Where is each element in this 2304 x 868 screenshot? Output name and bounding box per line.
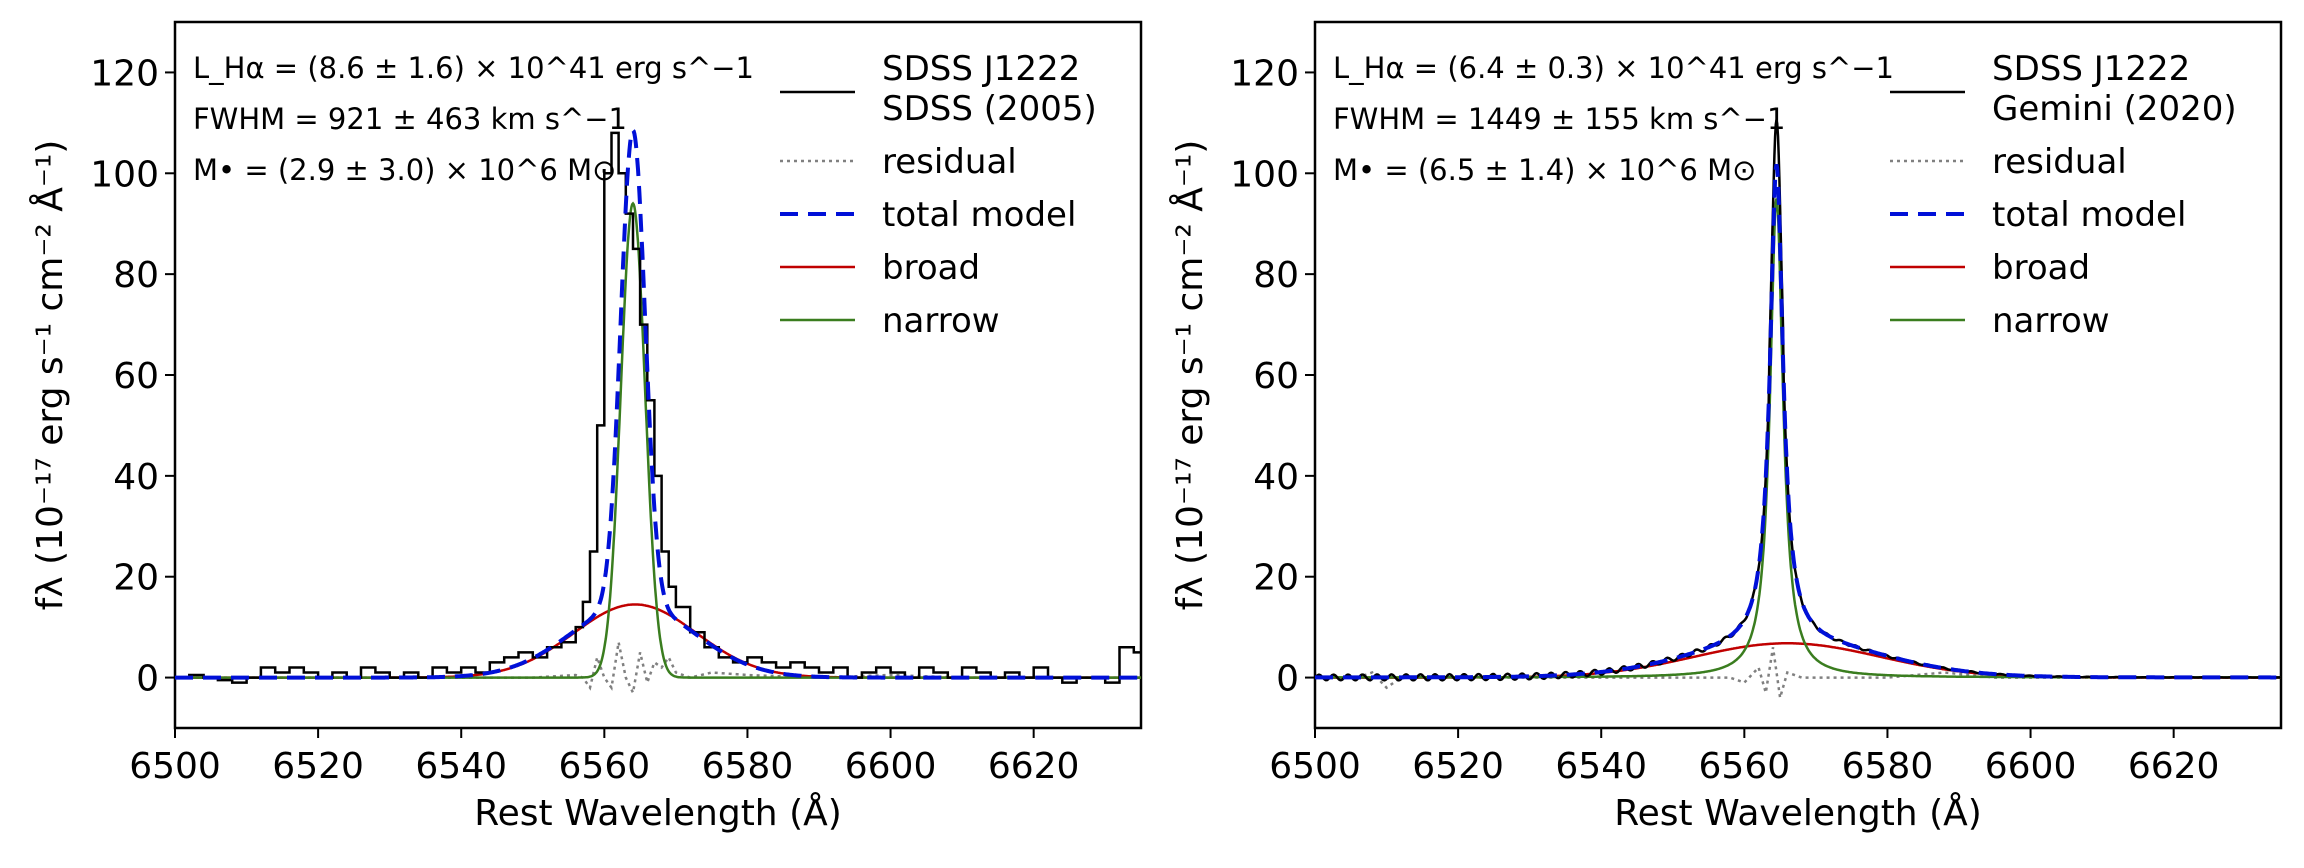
left-legend-data-label-1: SDSS J1222	[882, 49, 1080, 89]
right-legend-residual-label: residual	[1992, 142, 2127, 182]
right-legend-data-label-1: SDSS J1222	[1992, 49, 2190, 89]
left-y-tick-label: 100	[90, 154, 159, 195]
right-y-tick-label: 120	[1230, 53, 1299, 94]
right-panel: 6500 6520 6540 6560 6580 6600 6620 0 20 40 60 80 100…	[1168, 20, 2283, 834]
right-y-tick-label: 20	[1253, 558, 1299, 599]
right-luminosity-annotation: L_Hα = (6.4 ± 0.3) × 10^41 erg s^−1	[1333, 51, 1894, 85]
right-total-model-line	[1315, 164, 2281, 680]
left-panel: 6500 6520 6540 6560 6580 6600 6620 0 20 40 60 80 100…	[28, 20, 1143, 834]
left-y-tick-label: 0	[136, 659, 159, 700]
left-y-axis-label: fλ (10⁻¹⁷ erg s⁻¹ cm⁻² Å⁻¹)	[28, 140, 71, 611]
right-x-axis-label: Rest Wavelength (Å)	[1614, 791, 1982, 834]
right-y-axis-label: fλ (10⁻¹⁷ erg s⁻¹ cm⁻² Å⁻¹)	[1168, 140, 1211, 611]
left-luminosity-annotation: L_Hα = (8.6 ± 1.6) × 10^41 erg s^−1	[193, 51, 754, 85]
left-x-tick-label: 6540	[415, 746, 507, 787]
right-plot-area	[1315, 119, 2281, 699]
right-y-tick-label: 80	[1253, 255, 1299, 296]
left-legend-data-label-2: SDSS (2005)	[882, 89, 1097, 129]
left-y-tick-label: 40	[113, 457, 159, 498]
right-x-tick-label: 6520	[1412, 746, 1504, 787]
right-y-tick-label: 60	[1253, 356, 1299, 397]
left-fwhm-annotation: FWHM = 921 ± 463 km s^−1	[193, 102, 627, 136]
right-x-tick-label: 6600	[1985, 746, 2077, 787]
left-x-tick-label: 6580	[702, 746, 794, 787]
left-legend-broad-label: broad	[882, 248, 980, 288]
right-legend: SDSS J1222 Gemini (2020) residual total …	[1890, 49, 2237, 341]
right-y-tick-label: 40	[1253, 457, 1299, 498]
right-x-tick-label: 6580	[1842, 746, 1934, 787]
right-legend-data-label-2: Gemini (2020)	[1992, 89, 2237, 129]
left-mass-annotation: M• = (2.9 ± 3.0) × 10^6 M⊙	[193, 153, 616, 187]
left-total-model-line	[175, 127, 1141, 680]
right-x-tick-label: 6540	[1555, 746, 1647, 787]
left-y-tick-label: 120	[90, 53, 159, 94]
right-ticks: 6500 6520 6540 6560 6580 6600 6620 0 20 40 60 80 100…	[1230, 53, 2219, 787]
right-mass-annotation: M• = (6.5 ± 1.4) × 10^6 M⊙	[1333, 153, 1756, 187]
left-y-tick-label: 80	[113, 255, 159, 296]
left-legend: SDSS J1222 SDSS (2005) residual total mo…	[780, 49, 1097, 341]
left-legend-narrow-label: narrow	[882, 301, 1000, 341]
right-plot-frame	[1313, 20, 2283, 730]
left-x-tick-label: 6600	[845, 746, 937, 787]
left-plot-area	[175, 127, 1141, 697]
right-legend-broad-label: broad	[1992, 248, 2090, 288]
left-legend-residual-label: residual	[882, 142, 1017, 182]
left-x-tick-label: 6520	[272, 746, 364, 787]
right-fwhm-annotation: FWHM = 1449 ± 155 km s^−1	[1333, 102, 1785, 136]
left-y-tick-label: 20	[113, 558, 159, 599]
right-x-tick-label: 6560	[1699, 746, 1791, 787]
left-ticks: 6500 6520 6540 6560 6580 6600 6620 0 20 40 60 80 100…	[90, 53, 1079, 787]
right-legend-narrow-label: narrow	[1992, 301, 2110, 341]
right-x-tick-label: 6620	[2128, 746, 2220, 787]
right-x-tick-label: 6500	[1269, 746, 1361, 787]
left-legend-total-label: total model	[882, 195, 1076, 235]
left-x-tick-label: 6560	[559, 746, 651, 787]
left-x-axis-label: Rest Wavelength (Å)	[474, 791, 842, 834]
right-y-tick-label: 0	[1276, 659, 1299, 700]
left-x-tick-label: 6620	[988, 746, 1080, 787]
left-x-tick-label: 6500	[129, 746, 221, 787]
right-legend-total-label: total model	[1992, 195, 2186, 235]
right-y-tick-label: 100	[1230, 154, 1299, 195]
left-y-tick-label: 60	[113, 356, 159, 397]
